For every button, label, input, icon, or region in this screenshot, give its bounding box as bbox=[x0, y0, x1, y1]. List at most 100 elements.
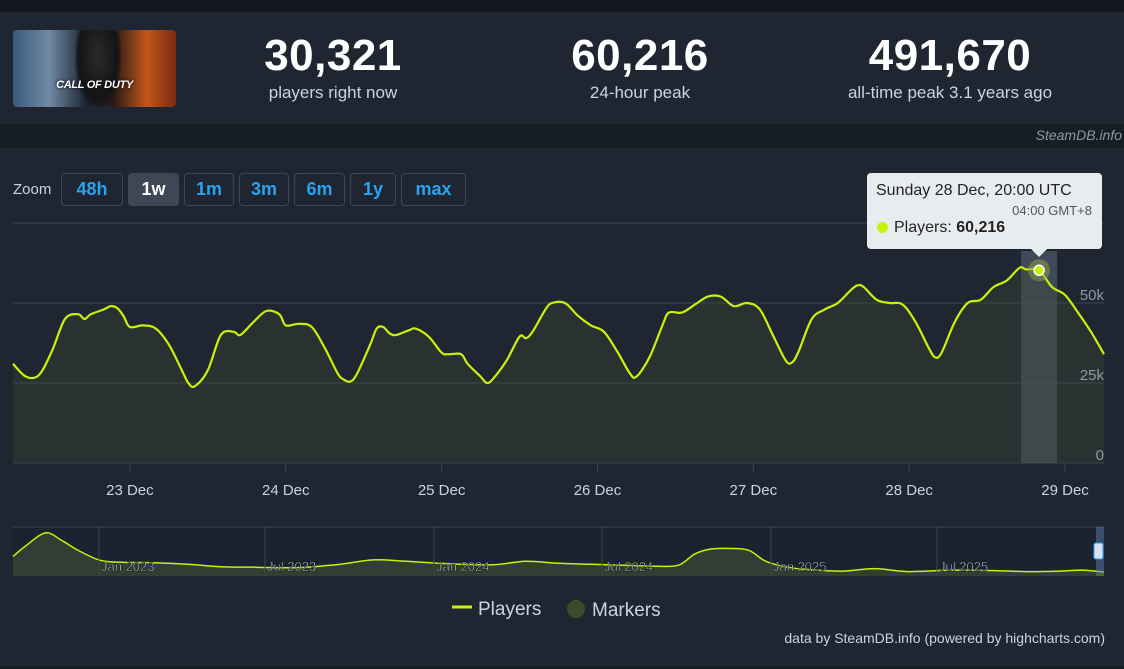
data-point bbox=[129, 326, 131, 328]
data-point bbox=[811, 318, 813, 320]
stats-header: CALL OF DUTY 30,321 players right now 60… bbox=[0, 12, 1124, 124]
chart-tooltip: Sunday 28 Dec, 20:00 UTC 04:00 GMT+8 Pla… bbox=[867, 173, 1102, 249]
steamdb-credit[interactable]: SteamDB.info bbox=[1035, 127, 1122, 143]
data-point bbox=[460, 353, 462, 355]
tooltip-value: 60,216 bbox=[956, 219, 1006, 236]
navigator-tick-label: Jan 2025 bbox=[773, 559, 827, 574]
x-tick-label: 29 Dec bbox=[1041, 482, 1089, 499]
data-point bbox=[38, 374, 40, 376]
data-point bbox=[979, 299, 981, 301]
data-point bbox=[408, 329, 410, 331]
data-point bbox=[369, 343, 371, 345]
data-point bbox=[525, 337, 527, 339]
data-point bbox=[1025, 268, 1027, 270]
zoom-1m-button[interactable]: 1m bbox=[184, 173, 234, 206]
data-point bbox=[83, 318, 85, 320]
tooltip-title: Sunday 28 Dec, 20:00 UTC bbox=[876, 182, 1072, 199]
data-point bbox=[324, 347, 326, 349]
navigator-handle bbox=[1093, 542, 1104, 560]
data-point bbox=[388, 332, 390, 334]
data-point bbox=[356, 372, 358, 374]
legend-players[interactable]: Players bbox=[452, 599, 541, 621]
y-tick-label: 25k bbox=[1080, 367, 1105, 384]
zoom-1w-button[interactable]: 1w bbox=[128, 173, 179, 206]
data-point bbox=[440, 351, 442, 353]
game-capsule-image[interactable]: CALL OF DUTY bbox=[13, 30, 176, 107]
stat-label: players right now bbox=[268, 83, 398, 102]
data-point bbox=[51, 350, 53, 352]
data-point bbox=[298, 323, 300, 325]
zoom-1y-button[interactable]: 1y bbox=[350, 173, 396, 206]
data-point bbox=[733, 305, 735, 307]
data-point bbox=[116, 307, 118, 309]
navigator-tick-label: Jul 2025 bbox=[939, 559, 988, 574]
data-point bbox=[492, 377, 494, 379]
legend-markers[interactable]: Markers bbox=[566, 599, 661, 622]
data-point bbox=[194, 385, 196, 387]
soldier-figure bbox=[75, 30, 121, 107]
data-point bbox=[603, 331, 605, 333]
data-point bbox=[12, 363, 14, 365]
data-point bbox=[382, 326, 384, 328]
data-point bbox=[648, 356, 650, 358]
data-point bbox=[856, 284, 858, 286]
data-point bbox=[25, 375, 27, 377]
data-point bbox=[720, 295, 722, 297]
data-point bbox=[252, 321, 254, 323]
data-point bbox=[220, 334, 222, 336]
data-point bbox=[343, 379, 345, 381]
data-point bbox=[837, 302, 839, 304]
game-logo: CALL OF DUTY bbox=[56, 79, 133, 91]
data-point bbox=[876, 299, 878, 301]
zoom-max-button[interactable]: max bbox=[401, 173, 466, 206]
data-point bbox=[142, 324, 144, 326]
stat-label: all-time peak 3.1 years ago bbox=[847, 83, 1053, 102]
data-point bbox=[1077, 311, 1079, 313]
top-strip bbox=[0, 0, 1124, 12]
data-point bbox=[447, 353, 449, 355]
navigator-tick-label: Jan 2023 bbox=[101, 559, 155, 574]
data-point bbox=[850, 289, 852, 291]
data-point bbox=[122, 315, 124, 317]
footer-credit[interactable]: data by SteamDB.info (powered by highcha… bbox=[784, 630, 1105, 646]
x-tick-label: 28 Dec bbox=[885, 482, 933, 499]
data-point bbox=[109, 305, 111, 307]
data-point bbox=[90, 313, 92, 315]
data-point bbox=[746, 302, 748, 304]
data-point bbox=[239, 334, 241, 336]
data-point bbox=[155, 327, 157, 329]
y-tick-label: 50k bbox=[1080, 287, 1105, 304]
data-point bbox=[707, 295, 709, 297]
data-point bbox=[1090, 331, 1092, 333]
data-point bbox=[479, 375, 481, 377]
data-point bbox=[564, 302, 566, 304]
data-point bbox=[1018, 267, 1020, 269]
data-point bbox=[668, 311, 670, 313]
stat-label: 24-hour peak bbox=[589, 83, 691, 102]
zoom-6m-button[interactable]: 6m bbox=[294, 173, 345, 206]
zoom-48h-button[interactable]: 48h bbox=[61, 173, 123, 206]
x-tick-label: 26 Dec bbox=[574, 482, 622, 499]
data-point bbox=[992, 286, 994, 288]
data-point bbox=[629, 372, 631, 374]
stat-all-time-peak: 491,670 all-time peak 3.1 years ago bbox=[800, 30, 1100, 104]
stat-value: 60,216 bbox=[571, 31, 709, 80]
stat-24h-peak: 60,216 24-hour peak bbox=[490, 30, 790, 104]
zoom-3m-button[interactable]: 3m bbox=[239, 173, 289, 206]
data-point bbox=[785, 359, 787, 361]
data-point bbox=[466, 363, 468, 365]
data-point bbox=[505, 359, 507, 361]
data-point bbox=[544, 308, 546, 310]
data-point bbox=[531, 331, 533, 333]
navigator-area bbox=[13, 532, 1104, 576]
data-point bbox=[966, 302, 968, 304]
players-line bbox=[12, 266, 1105, 389]
data-point bbox=[278, 313, 280, 315]
data-point bbox=[1103, 353, 1105, 355]
data-point bbox=[337, 372, 339, 374]
data-point bbox=[265, 310, 267, 312]
data-point bbox=[577, 315, 579, 317]
data-point bbox=[187, 382, 189, 384]
players-area bbox=[13, 267, 1104, 463]
